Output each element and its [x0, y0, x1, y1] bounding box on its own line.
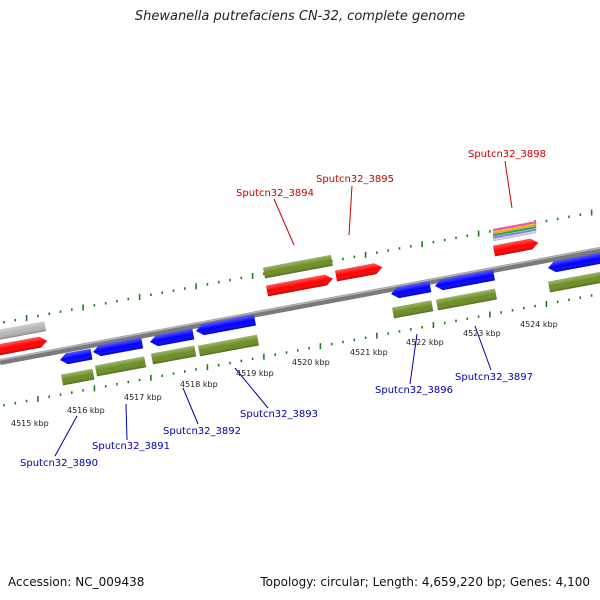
gene-feature	[94, 356, 147, 377]
reverse-cds	[435, 269, 495, 291]
forward-cds-sheen	[0, 336, 48, 356]
stripe-feature-sheen	[492, 220, 537, 232]
gene-feature	[60, 368, 95, 386]
leader-line	[409, 333, 418, 385]
gene-feature-sheen	[197, 334, 259, 357]
reverse-cds	[196, 314, 256, 336]
scale-label: 4523 kbp	[463, 329, 501, 338]
inner-tick-row	[3, 294, 593, 407]
gray-feature	[0, 321, 47, 340]
forward-cds	[334, 263, 383, 282]
gene-label[interactable]: Sputcn32_3893	[240, 409, 318, 420]
stripe-feature	[492, 228, 537, 239]
scale-label: 4522 kbp	[406, 338, 444, 347]
scale-label: 4519 kbp	[236, 369, 274, 378]
gene-feature	[547, 271, 600, 293]
gene-feature	[197, 334, 259, 357]
leader-line	[504, 160, 513, 209]
reverse-cds-sheen	[150, 328, 195, 347]
scale-label: 4521 kbp	[350, 348, 388, 357]
gene-label[interactable]: Sputcn32_3898	[468, 149, 546, 160]
genome-backbone	[0, 247, 600, 365]
label-leaders	[54, 160, 513, 457]
scale-label: 4520 kbp	[292, 358, 330, 367]
gene-label[interactable]: Sputcn32_3890	[20, 458, 98, 469]
scale-label: 4515 kbp	[11, 419, 49, 428]
leader-line	[474, 325, 492, 371]
gene-feature-sheen	[547, 271, 600, 293]
gene-label[interactable]: Sputcn32_3894	[236, 188, 314, 199]
reverse-cds-sheen	[391, 281, 432, 299]
map-title: Shewanella putrefaciens CN-32, complete …	[134, 9, 466, 24]
gene-feature	[262, 254, 333, 279]
gene-label[interactable]: Sputcn32_3891	[92, 441, 170, 452]
stripe-feature-sheen	[492, 225, 537, 237]
reverse-cds	[60, 348, 93, 365]
scale-label: 4518 kbp	[180, 380, 218, 389]
reverse-cds-sheen	[93, 337, 144, 357]
reverse-cds-sheen	[435, 269, 495, 291]
stripe-feature	[492, 230, 537, 242]
leader-line	[234, 367, 269, 409]
leader-line	[54, 415, 78, 457]
forward-cds-sheen	[492, 238, 539, 257]
gray-feature-sheen	[0, 321, 47, 340]
gene-label[interactable]: Sputcn32_3897	[455, 372, 533, 383]
leader-line	[348, 185, 353, 236]
gene-feature-sheen	[94, 356, 147, 377]
stripe-feature-sheen	[492, 228, 537, 239]
leader-line	[125, 403, 128, 441]
gene-label[interactable]: Sputcn32_3892	[163, 426, 241, 437]
forward-cds-sheen	[334, 263, 383, 282]
reverse-cds-sheen	[196, 314, 256, 336]
stripe-feature	[492, 220, 537, 232]
scale-label: 4516 kbp	[67, 406, 105, 415]
genome-backbone-highlight	[0, 247, 600, 361]
forward-cds	[265, 274, 333, 297]
reverse-cds-sheen	[60, 348, 93, 365]
stripe-feature-sheen	[492, 223, 537, 234]
topology-text: Topology: circular; Length: 4,659,220 bp…	[260, 575, 590, 589]
scale-labels: 4515 kbp 4516 kbp 4517 kbp 4518 kbp 4519…	[11, 320, 558, 428]
forward-cds	[0, 336, 48, 356]
gene-feature-sheen	[391, 300, 434, 319]
scale-label: 4517 kbp	[124, 393, 162, 402]
stripe-feature	[492, 225, 537, 237]
gene-feature-sheen	[150, 345, 197, 365]
leader-line	[182, 387, 199, 425]
gene-feature	[150, 345, 197, 365]
gene-feature	[391, 300, 434, 319]
gene-label[interactable]: Sputcn32_3895	[316, 174, 394, 185]
stripe-feature-sheen	[492, 230, 537, 242]
gene-feature	[435, 288, 497, 311]
stripe-feature	[492, 223, 537, 234]
reverse-cds	[150, 328, 195, 347]
accession-text: Accession: NC_009438	[8, 575, 145, 589]
reverse-cds-sheen	[548, 252, 600, 273]
forward-cds-sheen	[265, 274, 333, 297]
scale-label: 4524 kbp	[520, 320, 558, 329]
gene-labels: Sputcn32_3894 Sputcn32_3895 Sputcn32_389…	[20, 149, 546, 469]
feature-track	[0, 220, 600, 386]
gene-label[interactable]: Sputcn32_3896	[375, 385, 453, 396]
gene-feature-sheen	[435, 288, 497, 311]
leader-line	[273, 198, 295, 246]
gene-feature-sheen	[262, 254, 333, 279]
forward-cds	[492, 238, 539, 257]
reverse-cds	[548, 252, 600, 273]
gene-feature-sheen	[60, 368, 95, 386]
reverse-cds	[93, 337, 144, 357]
reverse-cds	[391, 281, 432, 299]
